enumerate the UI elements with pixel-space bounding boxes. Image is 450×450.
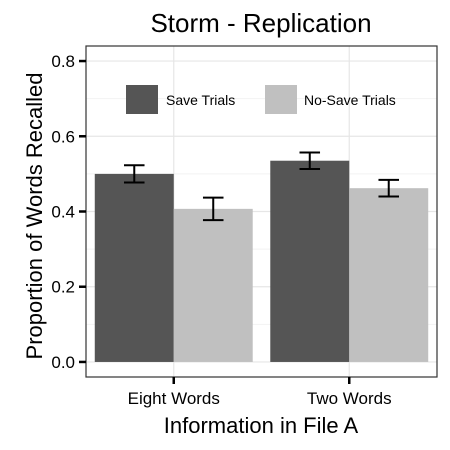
y-tick-label: 0.0 [51, 353, 75, 372]
legend-label: Save Trials [166, 92, 235, 108]
y-tick-label: 0.6 [51, 127, 75, 146]
y-tick-label: 0.8 [51, 52, 75, 71]
y-tick-label: 0.2 [51, 278, 75, 297]
bar [94, 173, 174, 362]
x-axis: Eight Words Two Words [128, 377, 392, 408]
x-tick-label: Two Words [307, 389, 392, 408]
y-tick-label: 0.4 [51, 203, 75, 222]
x-axis-title: Information in File A [164, 413, 359, 438]
legend-swatch [265, 85, 297, 114]
bar [349, 188, 429, 362]
legend: Save Trials No-Save Trials [126, 85, 396, 114]
chart-title: Storm - Replication [150, 8, 371, 38]
error-bars [123, 151, 400, 222]
x-tick-label: Eight Words [128, 389, 220, 408]
bar [173, 208, 253, 362]
legend-label: No-Save Trials [304, 92, 396, 108]
legend-swatch [126, 85, 158, 114]
bar [270, 160, 350, 362]
bars [94, 160, 429, 362]
y-axis-title: Proportion of Words Recalled [22, 73, 47, 360]
y-axis: 0.0 0.2 0.4 0.6 0.8 [51, 52, 86, 372]
